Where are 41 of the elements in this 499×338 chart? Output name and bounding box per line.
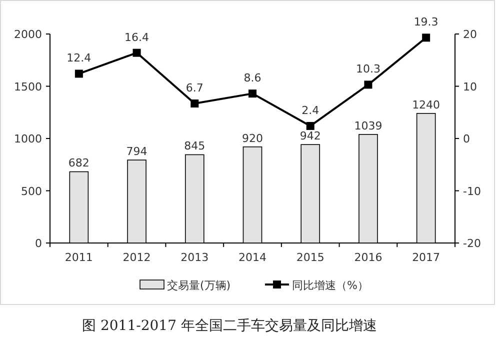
y-tick-label: 2000 <box>14 28 42 41</box>
x-tick-label: 2014 <box>238 251 266 264</box>
x-tick-label: 2012 <box>122 251 151 264</box>
y-tick-label: 500 <box>21 184 42 198</box>
y2-tick-label: -10 <box>463 184 481 198</box>
point <box>422 34 430 42</box>
y2-tick-label: 20 <box>463 28 477 41</box>
data-label: 1039 <box>354 119 382 132</box>
x-tick-label: 2016 <box>354 251 382 264</box>
y-tick-label: 1500 <box>14 80 42 94</box>
caption: 图 2011-2017 年全国二手车交易量及同比增速 <box>82 318 377 334</box>
x-tick-label: 2011 <box>64 251 93 264</box>
x-tick-label: 2013 <box>180 251 209 264</box>
y-tick-label: 1000 <box>14 132 42 146</box>
data-label: 19.3 <box>414 16 438 29</box>
data-label: 8.6 <box>244 72 262 85</box>
data-label: 6.7 <box>186 81 204 94</box>
y2-tick-label: 0 <box>463 132 470 146</box>
legend-label: 交易量(万辆) <box>167 279 231 292</box>
data-label: 10.3 <box>356 62 380 76</box>
point <box>306 122 314 130</box>
point <box>74 70 83 78</box>
point <box>364 80 372 89</box>
data-label: 794 <box>126 145 148 158</box>
point <box>190 99 199 108</box>
data-label: 1240 <box>412 98 440 112</box>
data-label: 682 <box>68 156 90 170</box>
x-tick-label: 2015 <box>296 251 324 264</box>
y-tick-label: 0 <box>35 237 42 250</box>
point <box>248 90 256 98</box>
point <box>132 48 141 57</box>
data-label: 12.4 <box>66 52 92 65</box>
data-label: 920 <box>242 132 263 145</box>
x-tick-label: 2017 <box>412 251 440 264</box>
data-label: 16.4 <box>124 30 150 44</box>
data-label: 942 <box>300 130 321 143</box>
data-label: 2.4 <box>302 104 320 117</box>
y2-tick-label: -20 <box>463 237 481 250</box>
legend-label: 同比增速（%） <box>292 279 368 292</box>
y2-tick-label: 10 <box>463 80 477 94</box>
data-label: 845 <box>184 140 206 153</box>
